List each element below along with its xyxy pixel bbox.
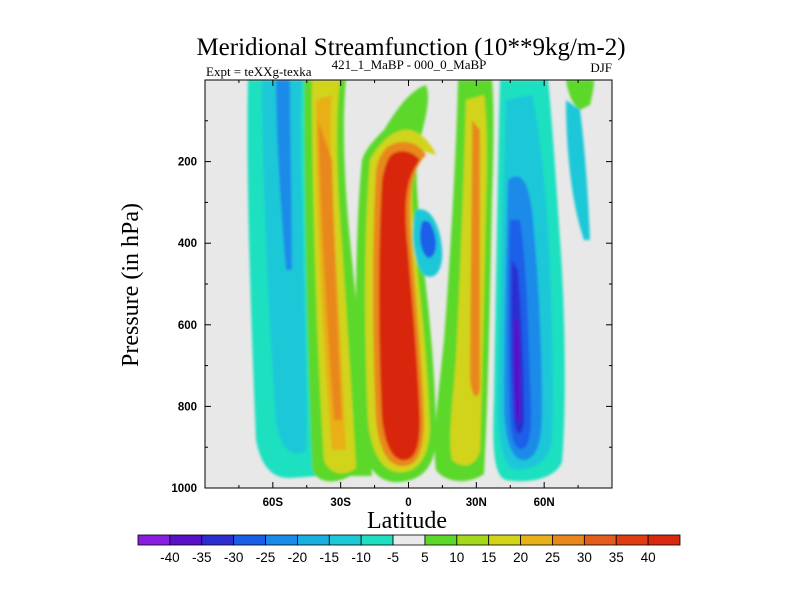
- colorbar-label: -35: [192, 550, 212, 565]
- contour-sh-mid-lat-orange: [318, 120, 342, 420]
- contour-small-blue-blob-core: [420, 220, 436, 258]
- contour-sh-high-lat-blue: [276, 80, 292, 270]
- colorbar-label: 10: [449, 550, 464, 565]
- colorbar-label: -15: [320, 550, 340, 565]
- colorbar-swatch: [137, 534, 171, 546]
- colorbar-swatch: [647, 534, 681, 546]
- contour-eq-red: [379, 151, 420, 461]
- colorbar-swatch: [297, 534, 330, 546]
- colorbar-label: -30: [224, 550, 244, 565]
- colorbar-swatch: [583, 534, 617, 546]
- colorbar-label: 15: [481, 550, 496, 565]
- y-axis: 200 400 600 800 1000: [171, 120, 612, 495]
- contour-nh-mid-lat-violet: [514, 320, 520, 420]
- colorbar-swatch: [360, 534, 394, 546]
- colorbar-label: -40: [160, 550, 180, 565]
- season-label: DJF: [590, 60, 612, 75]
- colorbar-label: 30: [577, 550, 592, 565]
- experiment-label: Expt = teXXg-texka: [206, 64, 312, 79]
- x-tick-label: 60S: [263, 497, 284, 509]
- colorbar-label: -20: [288, 550, 308, 565]
- period-difference-label: 421_1_MaBP - 000_0_MaBP: [332, 57, 487, 72]
- colorbar-label: 35: [609, 550, 624, 565]
- y-tick-label: 600: [178, 320, 197, 332]
- x-tick-label: 30N: [466, 497, 487, 509]
- y-tick-label: 800: [178, 401, 197, 413]
- chart-title: Meridional Streamfunction (10**9kg/m-2): [196, 34, 625, 61]
- contour-nh-high-lat-green: [566, 80, 594, 110]
- colorbar-swatch: [265, 534, 298, 546]
- colorbar-label: -10: [351, 550, 371, 565]
- contour-nh-high-lat-cyan: [566, 100, 590, 240]
- colorbar-label: 20: [513, 550, 528, 565]
- x-tick-label: 0: [405, 497, 411, 509]
- x-tick-label: 30S: [330, 497, 351, 509]
- colorbar-swatch: [424, 534, 458, 546]
- colorbar-swatch: [328, 534, 362, 546]
- plot-area: 200 400 600 800 1000 60S 30S 0 30N 60N: [171, 79, 613, 509]
- y-axis-label: Pressure (in hPa): [118, 203, 144, 367]
- contour-nh-tropics-orange: [470, 120, 480, 397]
- colorbar-label: -5: [387, 550, 399, 565]
- colorbar-swatch: [233, 534, 266, 546]
- contour-sh-high-lat-cyan: [262, 80, 307, 454]
- colorbar-swatch: [552, 534, 585, 546]
- contour-field: [247, 80, 594, 483]
- colorbar-swatch: [520, 534, 553, 546]
- y-tick-label: 200: [178, 157, 197, 169]
- x-axis-label: Latitude: [367, 508, 447, 534]
- colorbar-label: 40: [641, 550, 656, 565]
- colorbar-label: 25: [545, 550, 560, 565]
- colorbar-label: 5: [421, 550, 429, 565]
- colorbar-swatch: [201, 534, 235, 546]
- colorbar-label: -25: [256, 550, 276, 565]
- colorbar-swatch: [488, 534, 521, 546]
- y-tick-label: 400: [178, 238, 197, 250]
- colorbar-swatch: [169, 534, 203, 546]
- colorbar-swatch: [615, 534, 649, 546]
- y-tick-label: 1000: [171, 483, 197, 495]
- colorbar-swatch: [392, 534, 426, 546]
- colorbar: -40 -35 -30 -25 -20 -15 -10 -5 5 10 15 20 25 30 35 40: [137, 534, 681, 565]
- x-axis: 60S 30S 0 30N 60N: [204, 80, 613, 509]
- colorbar-swatch: [456, 534, 490, 546]
- x-tick-label: 60N: [534, 497, 555, 509]
